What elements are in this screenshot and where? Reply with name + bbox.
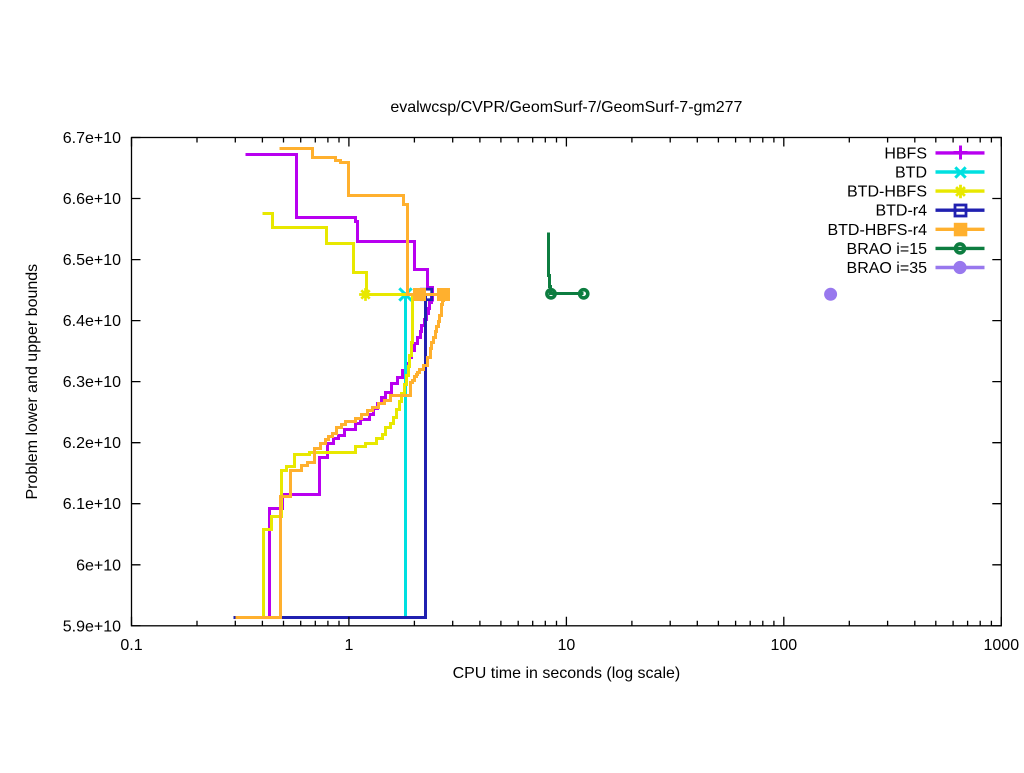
svg-text:6e+10: 6e+10 [76,557,121,574]
svg-text:6.3e+10: 6.3e+10 [63,374,121,391]
svg-text:6.6e+10: 6.6e+10 [63,191,121,208]
svg-text:BTD-HBFS: BTD-HBFS [847,184,927,201]
svg-text:BRAO i=15: BRAO i=15 [847,241,928,258]
svg-text:BTD-HBFS-r4: BTD-HBFS-r4 [827,222,927,239]
svg-text:0.1: 0.1 [120,637,142,654]
svg-text:6.4e+10: 6.4e+10 [63,313,121,330]
svg-text:6.2e+10: 6.2e+10 [63,435,121,452]
svg-text:10: 10 [558,637,576,654]
svg-text:BTD-r4: BTD-r4 [875,203,927,220]
svg-text:6.5e+10: 6.5e+10 [63,252,121,269]
svg-text:HBFS: HBFS [884,145,927,162]
svg-text:6.7e+10: 6.7e+10 [63,130,121,147]
svg-text:100: 100 [770,637,797,654]
svg-text:6.1e+10: 6.1e+10 [63,496,121,513]
svg-text:BTD: BTD [895,165,927,182]
svg-text:Problem lower and upper bounds: Problem lower and upper bounds [24,264,41,500]
svg-text:1000: 1000 [984,637,1020,654]
svg-text:5.9e+10: 5.9e+10 [63,618,121,635]
svg-text:BRAO i=35: BRAO i=35 [847,260,928,277]
svg-text:evalwcsp/CVPR/GeomSurf-7/GeomS: evalwcsp/CVPR/GeomSurf-7/GeomSurf-7-gm27… [390,99,742,116]
svg-text:CPU time in seconds (log scale: CPU time in seconds (log scale) [453,665,681,682]
svg-text:1: 1 [344,637,353,654]
